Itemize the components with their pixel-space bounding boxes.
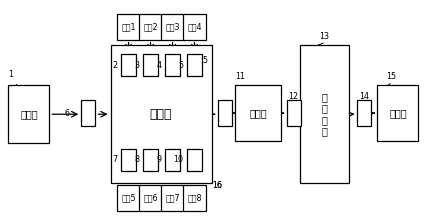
Text: 5: 5 (202, 56, 207, 65)
Text: 11: 11 (235, 72, 245, 81)
Bar (143, 149, 158, 171)
Text: 10: 10 (174, 155, 184, 164)
Text: 16: 16 (212, 181, 222, 190)
Text: 传
感
器
室: 传 感 器 室 (322, 92, 327, 137)
Text: 集气室: 集气室 (150, 108, 172, 121)
Bar (165, 54, 180, 76)
Bar (121, 54, 136, 76)
Text: 4: 4 (156, 61, 162, 70)
Bar (187, 54, 202, 76)
Text: 8: 8 (134, 155, 140, 164)
Bar (187, 149, 202, 171)
Bar (357, 100, 372, 127)
Bar (165, 149, 180, 171)
Text: 5: 5 (178, 61, 184, 70)
Text: 2: 2 (112, 61, 118, 70)
Text: 14: 14 (359, 92, 369, 101)
Bar (300, 45, 349, 183)
Bar (117, 14, 140, 40)
Text: 7: 7 (112, 155, 118, 164)
Text: 试样8: 试样8 (187, 194, 202, 203)
Bar (235, 85, 281, 141)
Text: 12: 12 (288, 92, 299, 101)
Bar (161, 14, 184, 40)
Text: 13: 13 (319, 32, 329, 41)
Text: 试样5: 试样5 (121, 194, 136, 203)
Bar (111, 45, 212, 183)
Text: 洗气室: 洗气室 (20, 109, 38, 119)
Bar (218, 100, 232, 127)
Text: 3: 3 (134, 61, 140, 70)
Bar (9, 85, 49, 143)
Text: 抽气泵: 抽气泵 (249, 108, 267, 118)
Bar (143, 54, 158, 76)
Text: 9: 9 (156, 155, 162, 164)
Text: 试样2: 试样2 (143, 22, 158, 31)
Bar (117, 185, 140, 211)
Text: 试样3: 试样3 (165, 22, 180, 31)
Bar (378, 85, 418, 141)
Bar (121, 149, 136, 171)
Text: 15: 15 (386, 72, 396, 81)
Bar (139, 185, 162, 211)
Bar (81, 100, 95, 127)
Text: 6: 6 (65, 109, 70, 118)
Text: 废气室: 废气室 (389, 108, 407, 118)
Text: 试样4: 试样4 (187, 22, 202, 31)
Text: 1: 1 (9, 70, 13, 79)
Text: 16: 16 (212, 181, 222, 190)
Bar (161, 185, 184, 211)
Bar (183, 185, 206, 211)
Text: 试样1: 试样1 (121, 22, 136, 31)
Bar (286, 100, 301, 127)
Bar (183, 14, 206, 40)
Bar (139, 14, 162, 40)
Text: 试样7: 试样7 (165, 194, 180, 203)
Text: 试样6: 试样6 (143, 194, 158, 203)
